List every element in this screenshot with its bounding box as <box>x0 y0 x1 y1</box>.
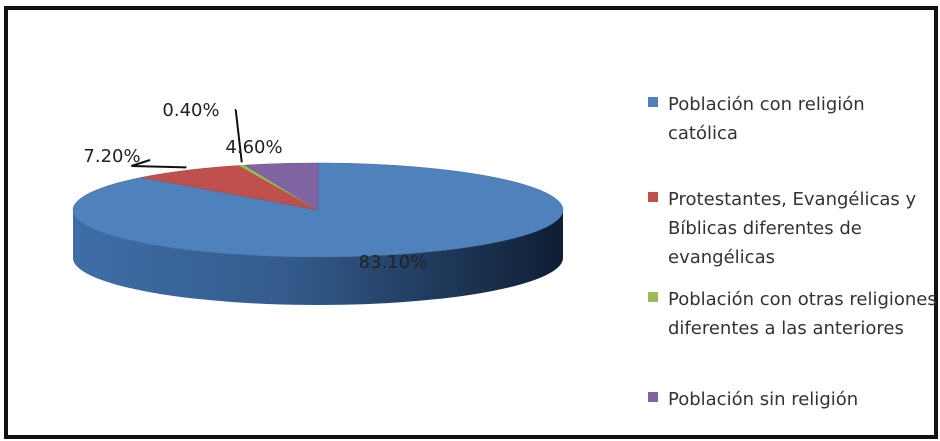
label-otras: 0.40% <box>162 100 219 121</box>
legend-swatch-protestantes <box>648 192 658 202</box>
legend-label-catolica: Población con religión católica <box>668 94 865 144</box>
legend-item-protestantes: Protestantes, Evangélicas y Bíblicas dif… <box>648 185 938 272</box>
legend-swatch-otras <box>648 292 658 302</box>
legend-item-catolica: Población con religión católica <box>648 90 938 148</box>
legend-label-protestantes: Protestantes, Evangélicas y Bíblicas dif… <box>668 189 917 268</box>
legend-label-otras: Población con otras religiones diferente… <box>668 289 937 339</box>
legend-item-sin-religion: Población sin religión <box>648 385 858 414</box>
leader-line-otras <box>234 109 243 163</box>
leader-line-protestantes <box>131 159 187 169</box>
legend-item-otras: Población con otras religiones diferente… <box>648 285 938 343</box>
legend-swatch-sin-religion <box>648 392 658 402</box>
label-catolica: 83.10% <box>359 252 428 273</box>
label-sin-religion: 4.60% <box>225 137 282 158</box>
slice-sin-religion <box>244 162 319 211</box>
slice-catolica-side <box>73 210 563 305</box>
chart-frame: 83.10% 7.20% 0.40% 4.60% Población con reli… <box>4 6 938 439</box>
slice-protestantes <box>141 165 319 211</box>
label-protestantes: 7.20% <box>83 146 140 167</box>
pie-chart: 83.10% 7.20% 0.40% 4.60% <box>72 100 564 305</box>
legend-swatch-catolica <box>648 97 658 107</box>
legend-label-sin-religion: Población sin religión <box>668 389 859 410</box>
